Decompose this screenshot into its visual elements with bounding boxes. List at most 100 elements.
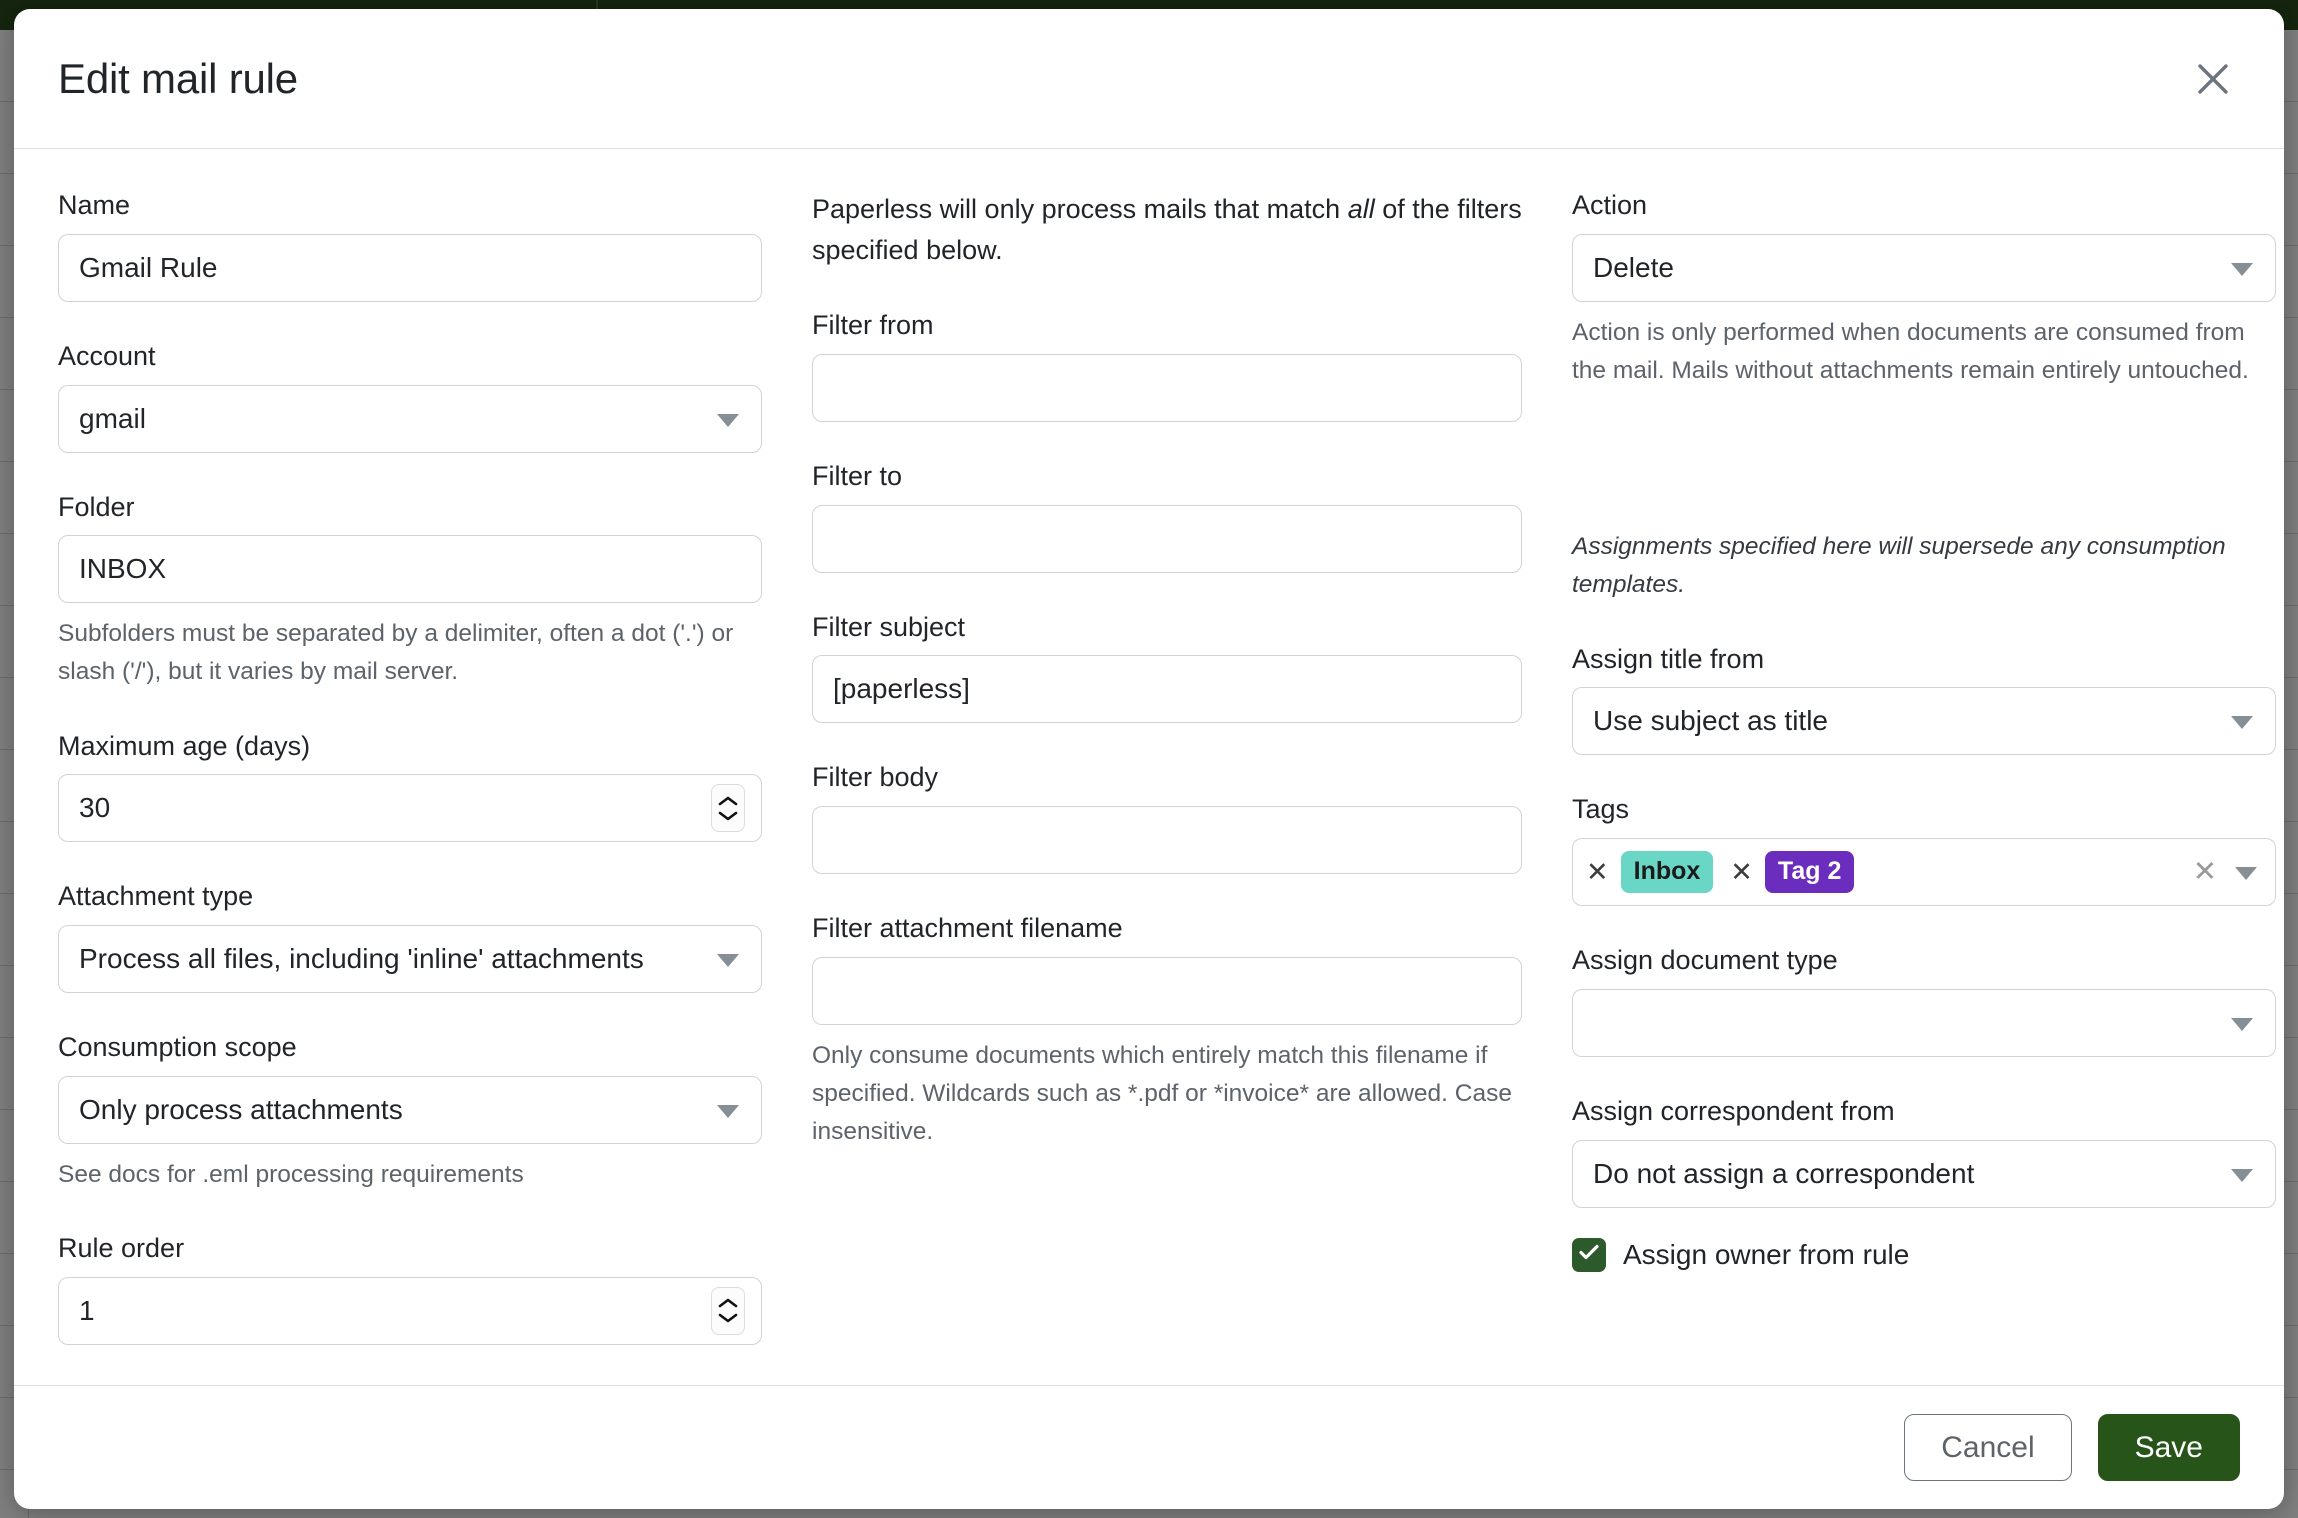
assignments-note: Assignments specified here will supersed… [1572,533,2226,599]
filter-body-input[interactable] [812,806,1522,875]
tags-multiselect[interactable]: ✕ Inbox ✕ Tag 2 ✕ [1572,838,2276,907]
action-label: Action [1572,190,1648,220]
field-tags: Tags ✕ Inbox ✕ Tag 2 ✕ [1572,793,2276,907]
filters-intro-emphasis: all [1347,194,1375,224]
tags-label: Tags [1572,794,1630,825]
field-attachment-type: Attachment type Process all files, inclu… [58,880,762,994]
folder-value: INBOX [79,553,167,585]
column-actions: Action Delete Action is only performed w… [1572,189,2276,1355]
folder-label: Folder [58,491,135,522]
tag-chip-label: Inbox [1620,850,1714,894]
account-select[interactable]: gmail [58,384,762,453]
consumption-scope-label: Consumption scope [58,1032,297,1063]
filters-intro: Paperless will only process mails that m… [812,189,1522,271]
consumption-scope-hint: See docs for .eml processing requirement… [58,1160,524,1188]
rule-order-value: 1 [79,1294,95,1326]
consumption-scope-select[interactable]: Only process attachments [58,1075,762,1144]
name-value: Gmail Rule [79,251,218,283]
field-name: Name Gmail Rule [58,189,762,302]
chevron-down-icon [717,943,739,975]
action-hint: Action is only performed when documents … [1572,318,2249,384]
column-rule-settings: Name Gmail Rule Account gmail Folder INB… [58,189,762,1355]
folder-hint: Subfolders must be separated by a delimi… [58,620,734,686]
filter-subject-label: Filter subject [812,611,966,642]
filters-intro-after: of the filters specified below. [812,194,1522,266]
folder-input[interactable]: INBOX [58,535,762,604]
column-filters: Paperless will only process mails that m… [812,189,1522,1355]
field-assign-document-type: Assign document type [1572,944,2276,1057]
field-filter-subject: Filter subject [paperless] [812,611,1522,724]
assign-title-from-select[interactable]: Use subject as title [1572,687,2276,756]
tag-item: ✕ Tag 2 [1727,850,1855,894]
rule-order-stepper[interactable]: 1 [58,1276,762,1345]
filter-from-label: Filter from [812,310,934,341]
chevron-down-icon [2231,1007,2253,1039]
assign-correspondent-from-value: Do not assign a correspondent [1593,1157,1975,1189]
stepper-arrows-icon[interactable] [711,1286,745,1335]
field-assign-correspondent-from: Assign correspondent from Do not assign … [1572,1095,2276,1208]
stepper-arrows-icon[interactable] [711,784,745,833]
attachment-type-select[interactable]: Process all files, including 'inline' at… [58,925,762,994]
field-maximum-age: Maximum age (days) 30 [58,730,762,843]
account-label: Account [58,340,156,371]
assign-owner-label: Assign owner from rule [1623,1238,1910,1270]
clear-all-icon[interactable]: ✕ [2192,855,2217,888]
field-action: Action Delete Action is only performed w… [1572,189,2276,390]
save-button[interactable]: Save [2097,1413,2240,1481]
actions-spacer [1572,420,2276,516]
chevron-down-icon [717,403,739,435]
field-filter-to: Filter to [812,460,1522,573]
chevron-down-icon [717,1094,739,1126]
field-folder: Folder INBOX Subfolders must be separate… [58,491,762,692]
chevron-down-icon [2231,1158,2253,1190]
rule-order-label: Rule order [58,1233,185,1264]
dialog-header: Edit mail rule [14,9,2284,149]
name-input[interactable]: Gmail Rule [58,233,762,302]
maximum-age-label: Maximum age (days) [58,730,311,761]
field-filter-body: Filter body [812,761,1522,875]
action-value: Delete [1593,251,1674,283]
field-assign-title-from: Assign title from Use subject as title [1572,643,2276,756]
remove-tag-icon[interactable]: ✕ [1730,856,1753,887]
field-filter-attachment-filename: Filter attachment filename Only consume … [812,912,1522,1151]
chevron-down-icon [2231,252,2253,284]
edit-mail-rule-dialog: Edit mail rule Name Gmail Rule Account g… [14,9,2284,1509]
cancel-button[interactable]: Cancel [1904,1413,2072,1481]
field-account: Account gmail [58,340,762,453]
chevron-down-icon [2231,705,2253,737]
attachment-type-label: Attachment type [58,881,254,912]
field-filter-from: Filter from [812,309,1522,422]
consumption-scope-value: Only process attachments [79,1093,403,1125]
filter-attachment-filename-hint: Only consume documents which entirely ma… [812,1041,1512,1146]
tags-controls: ✕ [2193,856,2261,888]
filter-body-label: Filter body [812,762,939,793]
close-button[interactable] [2186,52,2240,106]
assign-title-from-value: Use subject as title [1593,705,1828,737]
remove-tag-icon[interactable]: ✕ [1586,856,1609,887]
assign-correspondent-from-label: Assign correspondent from [1572,1095,1895,1126]
filter-attachment-filename-label: Filter attachment filename [812,913,1123,944]
filter-attachment-filename-input[interactable] [812,956,1522,1025]
assign-document-type-select[interactable] [1572,988,2276,1057]
assign-owner-checkbox-row[interactable]: Assign owner from rule [1572,1237,2276,1272]
page-title: Edit mail rule [58,54,298,102]
field-consumption-scope: Consumption scope Only process attachmen… [58,1031,762,1194]
attachment-type-value: Process all files, including 'inline' at… [79,943,644,975]
filter-subject-input[interactable]: [paperless] [812,655,1522,724]
assign-owner-checkbox[interactable] [1572,1237,1606,1272]
assign-correspondent-from-select[interactable]: Do not assign a correspondent [1572,1139,2276,1208]
check-icon [1578,1243,1600,1266]
filter-to-input[interactable] [812,504,1522,573]
filter-from-input[interactable] [812,353,1522,422]
action-select[interactable]: Delete [1572,233,2276,302]
tag-item: ✕ Inbox [1583,850,1714,894]
filters-intro-before: Paperless will only process mails that m… [812,194,1348,224]
name-label: Name [58,190,131,220]
dialog-footer: Cancel Save [14,1384,2284,1510]
assignments-note-block: Assignments specified here will supersed… [1572,528,2276,604]
maximum-age-value: 30 [79,792,111,824]
chevron-down-icon[interactable] [2235,856,2257,888]
close-icon [2191,57,2235,101]
maximum-age-stepper[interactable]: 30 [58,774,762,843]
dialog-body: Name Gmail Rule Account gmail Folder INB… [14,149,2284,1385]
